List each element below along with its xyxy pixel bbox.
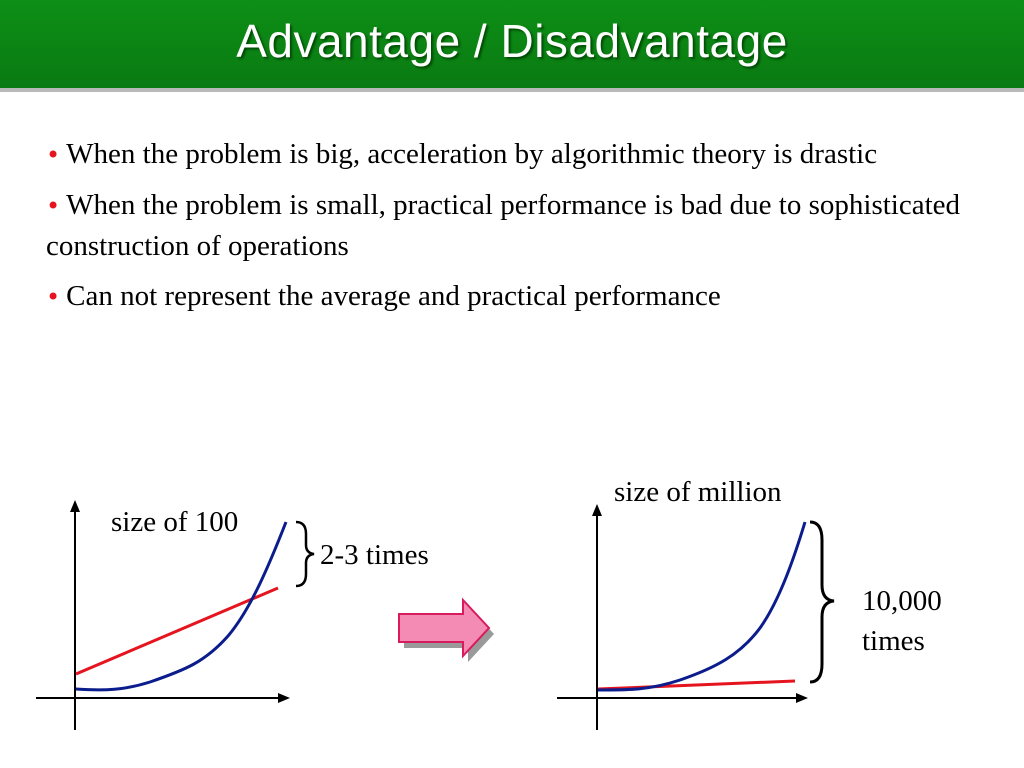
right-linear-line: [597, 679, 796, 691]
title-divider: [0, 88, 1024, 92]
bullet-dot-icon: •: [46, 283, 61, 311]
left-exponential-curve: [75, 521, 288, 692]
bullet-item: • When the problem is big, acceleration b…: [46, 134, 986, 175]
left-x-axis-arrowhead: [278, 693, 290, 703]
left-size-label: size of 100: [111, 506, 239, 538]
bullet-item: • When the problem is small, practical pe…: [46, 185, 986, 266]
title-bar: Advantage / Disadvantage: [0, 0, 1024, 88]
right-size-label: size of million: [614, 476, 782, 508]
right-arrow-icon: [398, 597, 491, 659]
bullet-text: When the problem is small, practical per…: [46, 189, 961, 262]
right-brace-icon: [809, 520, 835, 684]
right-x-axis-arrowhead: [796, 693, 808, 703]
right-ratio-label-line2: times: [862, 625, 925, 657]
right-exponential-curve: [597, 521, 807, 692]
bullet-text: Can not represent the average and practi…: [66, 280, 721, 312]
bullet-dot-icon: •: [46, 192, 61, 220]
right-y-axis-arrowhead: [592, 504, 602, 516]
left-y-axis-arrowhead: [70, 500, 80, 512]
bullet-list: • When the problem is big, acceleration b…: [46, 134, 986, 327]
left-brace-icon: [295, 520, 315, 588]
left-ratio-label: 2-3 times: [320, 539, 429, 571]
right-ratio-label-line1: 10,000: [862, 585, 942, 617]
bullet-dot-icon: •: [46, 141, 61, 169]
left-linear-line: [75, 586, 279, 676]
slide-title: Advantage / Disadvantage: [236, 15, 788, 67]
bullet-item: • Can not represent the average and pract…: [46, 276, 986, 317]
bullet-text: When the problem is big, acceleration by…: [66, 138, 878, 170]
